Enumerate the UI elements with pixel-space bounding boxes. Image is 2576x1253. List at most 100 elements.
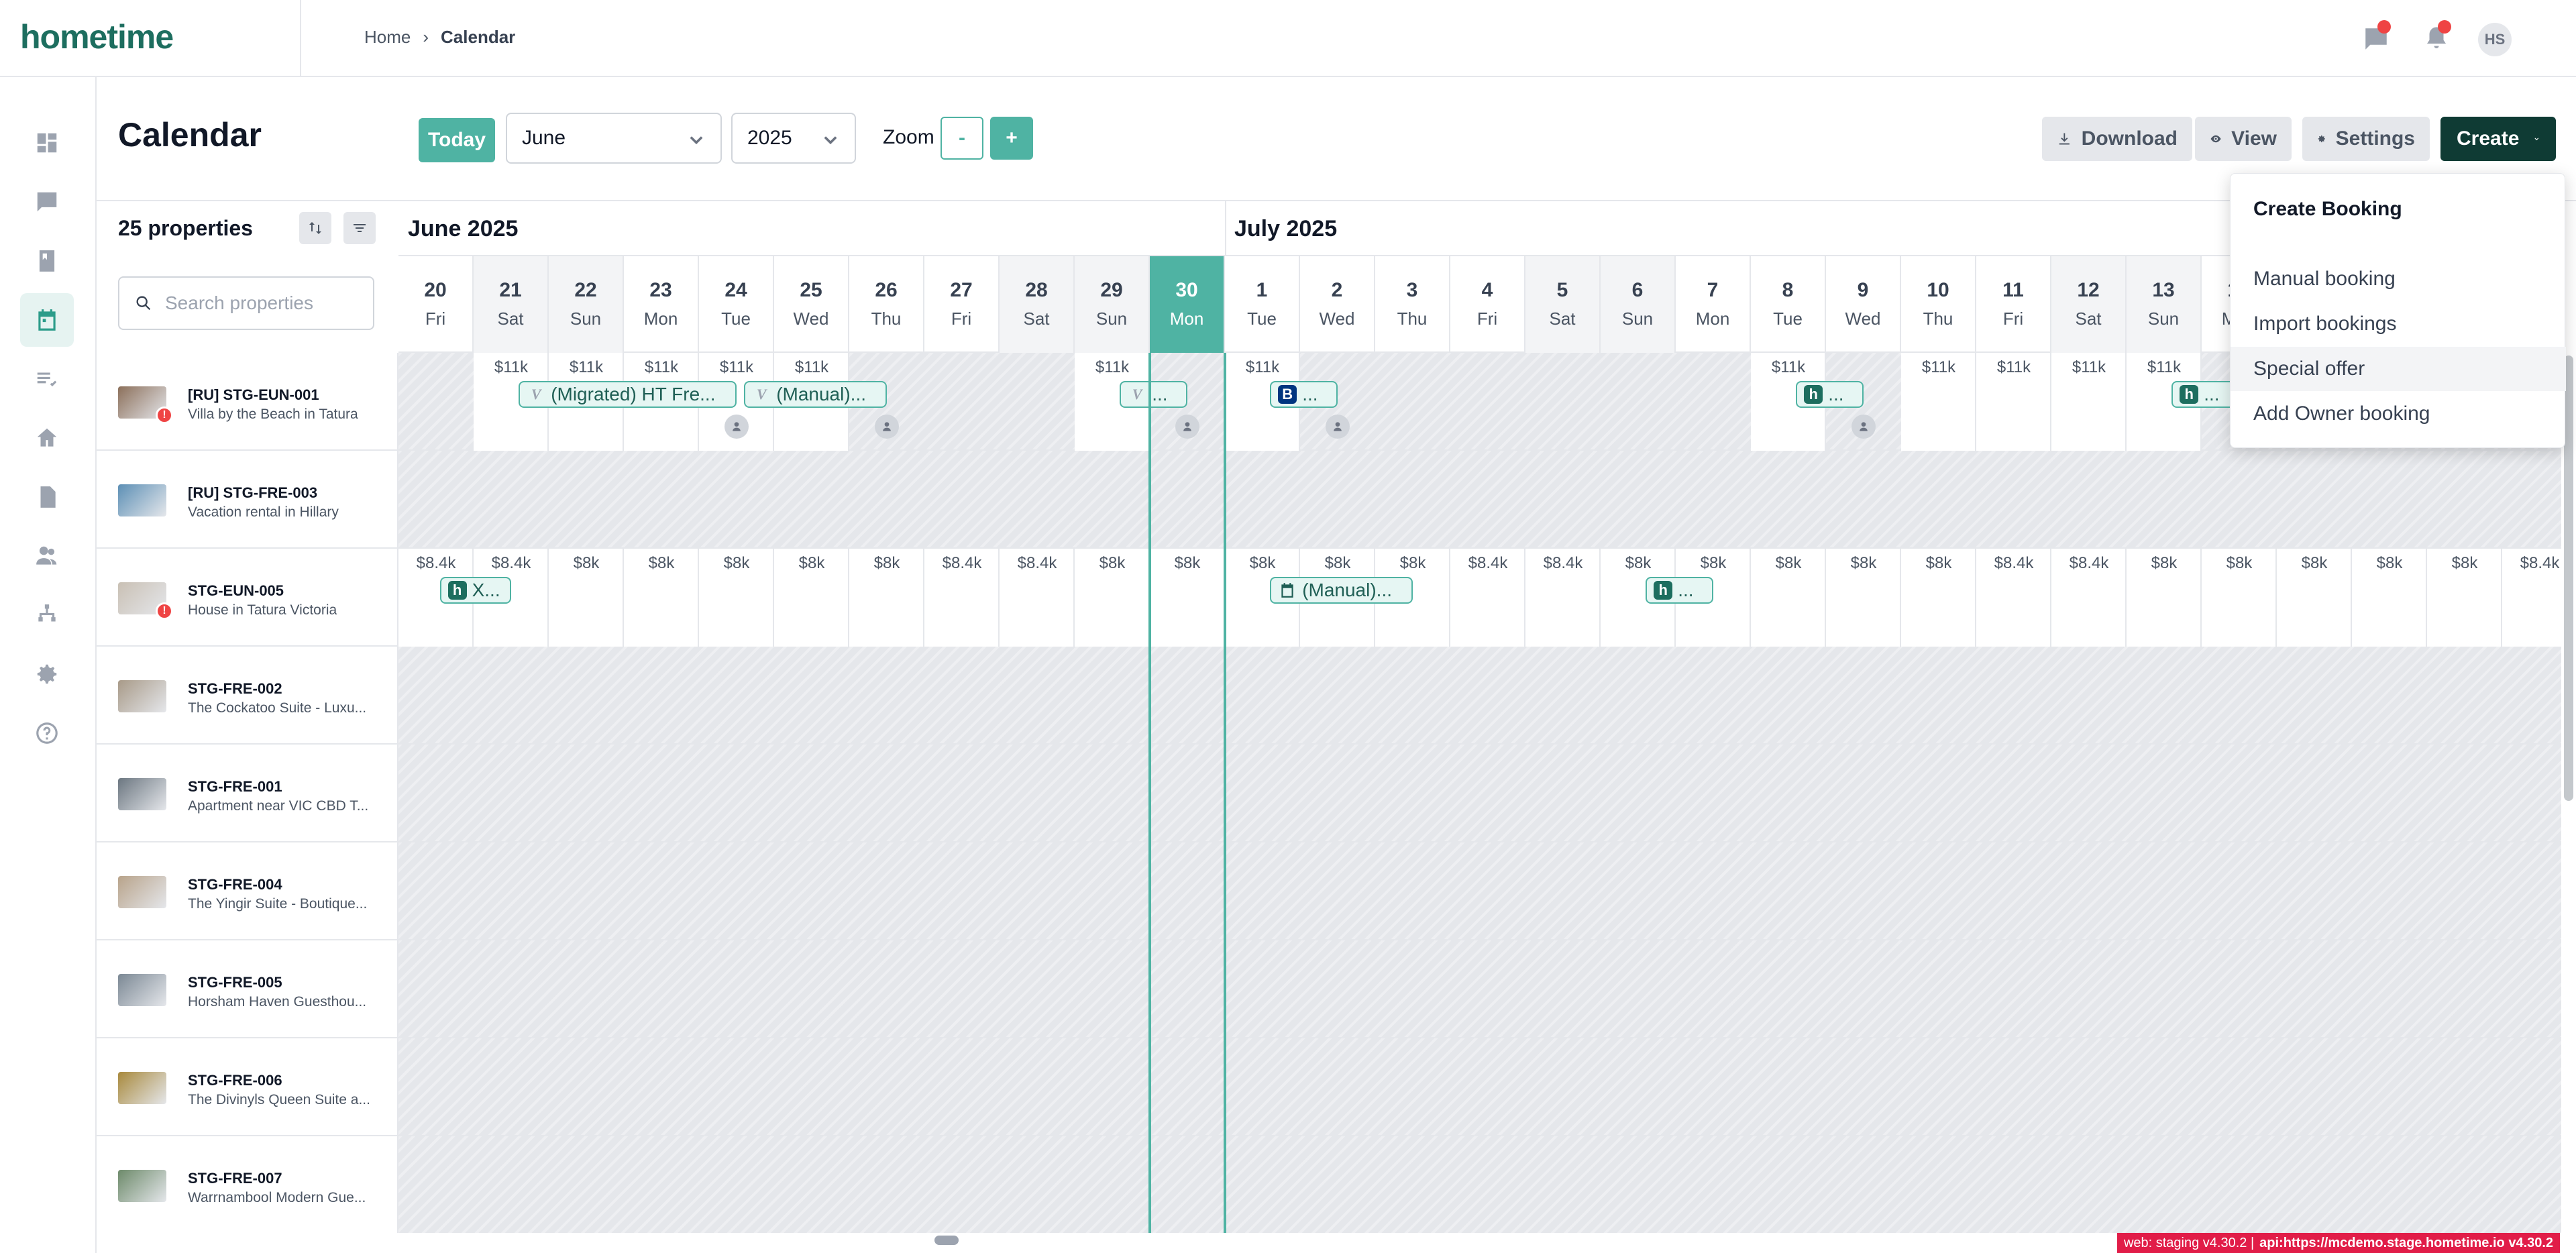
calendar-cell[interactable]: $8.4k — [1525, 549, 1601, 647]
day-header[interactable]: 8 Tue — [1751, 256, 1826, 353]
chat-icon[interactable] — [2357, 20, 2395, 58]
dashboard-icon[interactable] — [20, 116, 74, 170]
breadcrumb-home[interactable]: Home — [364, 27, 411, 47]
integrations-icon[interactable] — [20, 588, 74, 642]
calendar-cell[interactable]: $8k — [1676, 549, 1751, 647]
day-header[interactable]: 10 Thu — [1901, 256, 1976, 353]
calendar-cell[interactable]: $8k — [1826, 549, 1901, 647]
day-header[interactable]: 28 Sat — [1000, 256, 1075, 353]
day-header[interactable]: 25 Wed — [774, 256, 849, 353]
zoom-in-button[interactable]: + — [990, 117, 1033, 160]
property-row[interactable]: ! STG-EUN-005 House in Tatura Victoria — [97, 549, 397, 647]
property-row[interactable]: STG-FRE-005 Horsham Haven Guesthou... — [97, 940, 397, 1038]
day-header[interactable]: 9 Wed — [1826, 256, 1901, 353]
property-row[interactable]: STG-FRE-002 The Cockatoo Suite - Luxu... — [97, 647, 397, 745]
calendar-cell[interactable]: $8.4k — [2051, 549, 2127, 647]
menu-item-manual-booking[interactable]: Manual booking — [2253, 268, 2396, 290]
search-box[interactable] — [118, 276, 374, 330]
reservations-icon[interactable] — [20, 234, 74, 288]
month-select[interactable]: June — [506, 113, 722, 164]
sort-button[interactable] — [299, 212, 331, 244]
booking-bar[interactable]: h... — [1646, 577, 1713, 604]
calendar-cell[interactable]: $8k — [1150, 549, 1225, 647]
booking-bar[interactable]: (Manual)... — [1270, 577, 1413, 604]
view-button[interactable]: View — [2195, 117, 2292, 161]
calendar-cell[interactable]: $8k — [1901, 549, 1976, 647]
owner-icon[interactable] — [875, 415, 899, 439]
calendar-cell[interactable]: $8.4k — [1976, 549, 2051, 647]
calendar-cell[interactable]: $8.4k — [2502, 549, 2561, 647]
properties-icon[interactable] — [20, 411, 74, 465]
booking-bar[interactable]: V (Manual)... — [744, 381, 887, 408]
booking-bar[interactable]: h X... — [439, 577, 511, 604]
filter-button[interactable] — [343, 212, 376, 244]
property-row[interactable]: STG-FRE-004 The Yingir Suite - Boutique..… — [97, 842, 397, 940]
day-header[interactable]: 4 Fri — [1450, 256, 1525, 353]
calendar-cell[interactable]: $8.4k — [1450, 549, 1525, 647]
calendar-icon[interactable] — [20, 293, 74, 347]
help-icon[interactable] — [20, 706, 74, 760]
calendar-cell[interactable]: $11k — [1901, 353, 1976, 451]
calendar-cell[interactable]: $8k — [849, 549, 924, 647]
day-header[interactable]: 23 Mon — [624, 256, 699, 353]
logo[interactable]: hometime — [20, 18, 174, 56]
day-header[interactable]: 21 Sat — [474, 256, 549, 353]
day-header[interactable]: 29 Sun — [1075, 256, 1150, 353]
owners-icon[interactable] — [20, 529, 74, 583]
calendar-cell[interactable]: $8k — [2202, 549, 2277, 647]
day-header[interactable]: 7 Mon — [1676, 256, 1751, 353]
messages-icon[interactable] — [20, 175, 74, 229]
booking-bar[interactable]: h... — [1796, 381, 1864, 408]
search-input[interactable] — [165, 292, 353, 314]
property-row[interactable]: STG-FRE-007 Warrnambool Modern Gue... — [97, 1136, 397, 1233]
owner-icon[interactable] — [1326, 415, 1350, 439]
avatar[interactable]: HS — [2478, 23, 2512, 56]
owner-icon[interactable] — [1175, 415, 1199, 439]
calendar-cell[interactable]: $8.4k — [924, 549, 1000, 647]
download-button[interactable]: Download — [2042, 117, 2192, 161]
bell-icon[interactable] — [2418, 20, 2455, 58]
day-header[interactable]: 2 Wed — [1300, 256, 1375, 353]
menu-item-add-owner-booking[interactable]: Add Owner booking — [2253, 402, 2430, 425]
create-button[interactable]: Create — [2440, 117, 2556, 161]
owner-icon[interactable] — [724, 415, 749, 439]
day-header[interactable]: 3 Thu — [1375, 256, 1450, 353]
day-header[interactable]: 6 Sun — [1601, 256, 1676, 353]
year-select[interactable]: 2025 — [731, 113, 856, 164]
day-header[interactable]: 20 Fri — [398, 256, 474, 353]
menu-item-import-bookings[interactable]: Import bookings — [2253, 313, 2397, 335]
day-header[interactable]: 1 Tue — [1225, 256, 1300, 353]
calendar-cell[interactable]: $8k — [1375, 549, 1450, 647]
booking-bar[interactable]: V... — [1120, 381, 1187, 408]
horizontal-scrollbar[interactable] — [934, 1236, 959, 1245]
day-header[interactable]: 26 Thu — [849, 256, 924, 353]
calendar-cell[interactable]: $8k — [2127, 549, 2202, 647]
property-row[interactable]: ! [RU] STG-EUN-001 Villa by the Beach in T… — [97, 353, 397, 451]
calendar-cell[interactable]: $8k — [2277, 549, 2352, 647]
calendar-cell[interactable]: $8k — [1751, 549, 1826, 647]
day-header[interactable]: 22 Sun — [549, 256, 624, 353]
calendar-cell[interactable]: $8k — [624, 549, 699, 647]
calendar-cell[interactable]: $8k — [549, 549, 624, 647]
owner-icon[interactable] — [1851, 415, 1876, 439]
property-row[interactable]: [RU] STG-FRE-003 Vacation rental in Hilla… — [97, 451, 397, 549]
property-row[interactable]: STG-FRE-001 Apartment near VIC CBD T... — [97, 745, 397, 842]
menu-item-special-offer[interactable]: Special offer — [2231, 347, 2566, 391]
settings-icon[interactable] — [20, 647, 74, 701]
day-header[interactable]: 13 Sun — [2127, 256, 2202, 353]
calendar-cell[interactable]: $8.4k — [1000, 549, 1075, 647]
calendar-cell[interactable]: $11k — [474, 353, 549, 451]
calendar-cell[interactable]: $11k — [1976, 353, 2051, 451]
day-header[interactable]: 5 Sat — [1525, 256, 1601, 353]
calendar-cell[interactable]: $8k — [2427, 549, 2502, 647]
calendar-cell[interactable]: $8k — [2352, 549, 2427, 647]
today-button[interactable]: Today — [419, 118, 495, 162]
booking-bar[interactable]: h... — [2171, 381, 2239, 408]
documents-icon[interactable] — [20, 470, 74, 524]
booking-bar[interactable]: B... — [1270, 381, 1338, 408]
calendar-cell[interactable]: $11k — [2051, 353, 2127, 451]
calendar-cell[interactable]: $8k — [1075, 549, 1150, 647]
day-header-today[interactable]: 30 Mon — [1150, 256, 1225, 353]
tasks-icon[interactable] — [20, 352, 74, 406]
property-row[interactable]: STG-FRE-006 The Divinyls Queen Suite a... — [97, 1038, 397, 1136]
